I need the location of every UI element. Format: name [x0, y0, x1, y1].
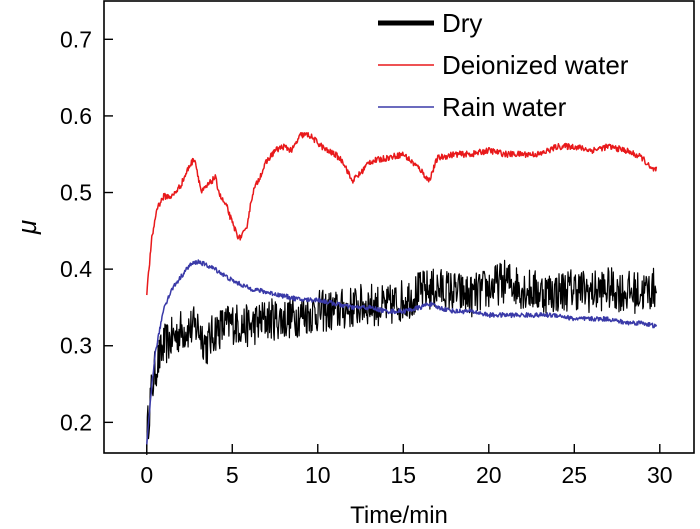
x-tick-label: 20 — [476, 462, 502, 488]
plot-frame — [103, 0, 695, 454]
series-layer — [146, 131, 658, 456]
x-axis-label: Time/min — [350, 502, 448, 529]
legend-label-rain-water: Rain water — [442, 92, 567, 122]
y-tick-label: 0.2 — [60, 409, 92, 435]
series-line-dry — [146, 259, 657, 456]
y-axis: 0.2 0.3 0.4 0.5 0.6 0.7 — [60, 26, 113, 435]
y-tick-label: 0.5 — [60, 180, 92, 206]
x-tick-label: 5 — [226, 462, 239, 488]
y-axis-label: μ — [12, 220, 42, 235]
legend-label-deionized-water: Deionized water — [442, 50, 629, 80]
y-tick-label: 0.6 — [60, 103, 92, 129]
x-tick-label: 10 — [305, 462, 331, 488]
series-line-rain-water — [146, 259, 658, 445]
series-line-deionized-water — [146, 131, 658, 296]
x-axis: 0 5 10 15 20 25 30 — [140, 444, 673, 488]
legend-label-dry: Dry — [442, 8, 482, 38]
x-tick-label: 25 — [561, 462, 587, 488]
y-tick-label: 0.3 — [60, 333, 92, 359]
legend: Dry Deionized water Rain water — [378, 8, 629, 122]
y-tick-label: 0.7 — [60, 26, 92, 52]
x-tick-label: 30 — [647, 462, 673, 488]
x-tick-label: 0 — [140, 462, 153, 488]
x-tick-label: 15 — [390, 462, 416, 488]
y-tick-label: 0.4 — [60, 256, 92, 282]
